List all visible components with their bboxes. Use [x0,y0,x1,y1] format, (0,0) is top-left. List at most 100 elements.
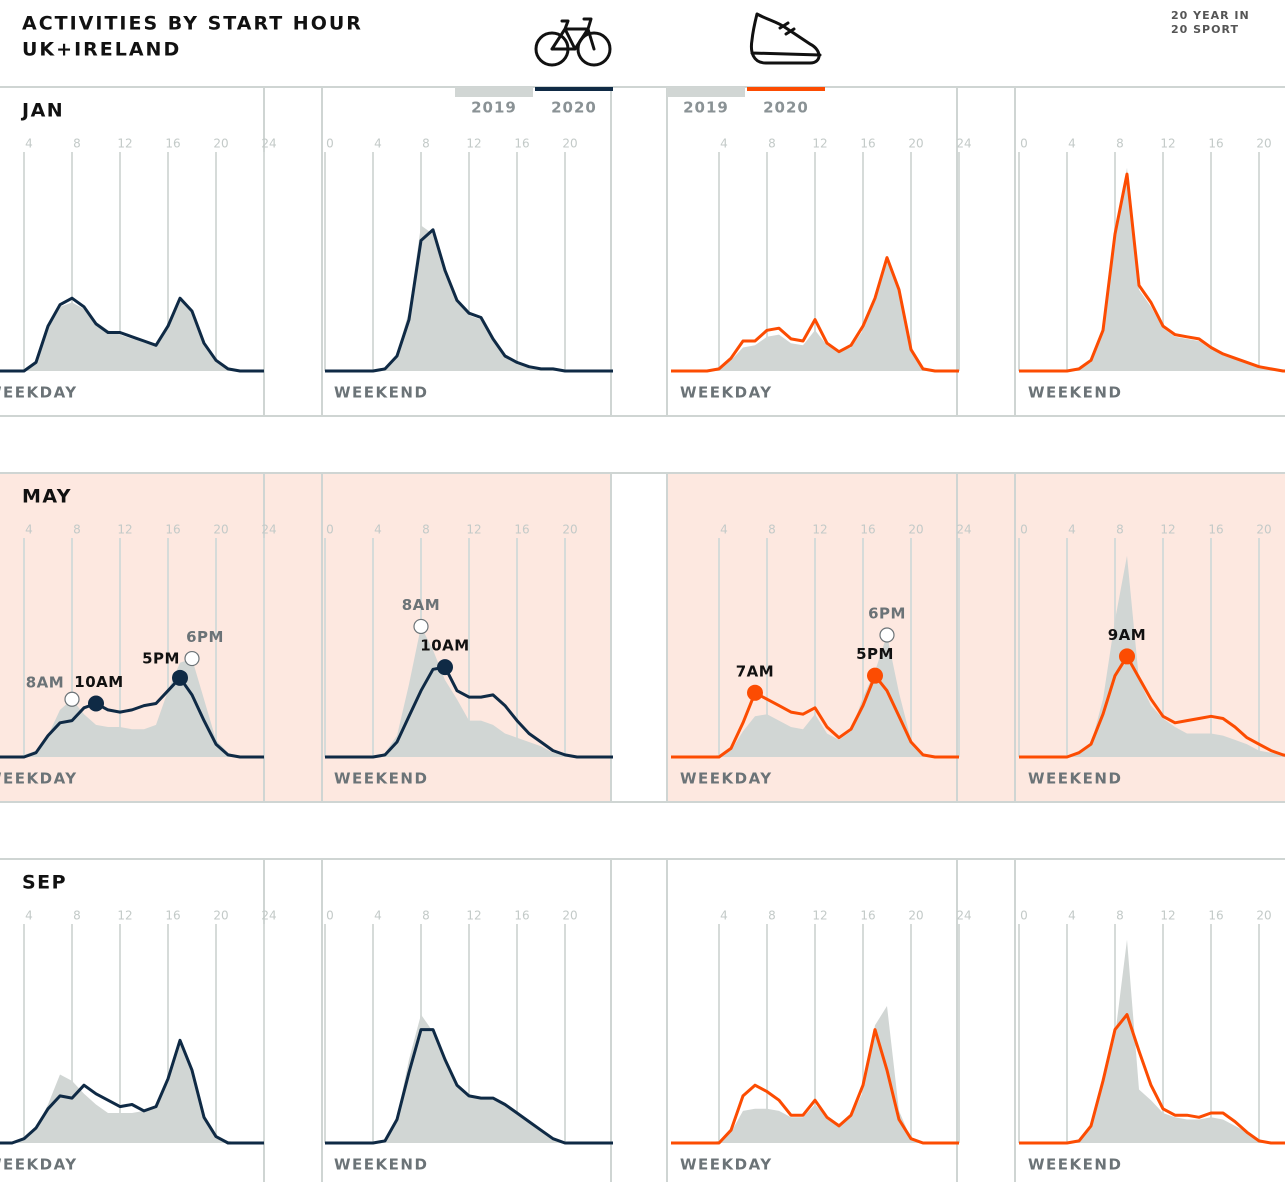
x-tick-label: 16 [165,523,180,537]
peak-label: 10AM [420,637,469,655]
x-tick-label: 12 [1160,909,1175,923]
x-tick-label: 8 [73,137,81,151]
x-tick-label: 4 [1068,137,1076,151]
x-tick-label: 12 [466,137,481,151]
x-tick-label: 8 [422,137,430,151]
panel-label: WEEKDAY [0,384,78,402]
line-2020 [325,1028,613,1145]
x-tick-label: 20 [562,523,577,537]
x-tick-label: 20 [908,909,923,923]
x-tick-label: 4 [1068,523,1076,537]
x-tick-label: 20 [1256,523,1271,537]
x-tick-label: 0 [326,523,334,537]
line-2020 [1019,654,1285,759]
x-tick-label: 4 [374,523,382,537]
peak-label: 5PM [142,649,180,667]
x-tick-label: 16 [860,523,875,537]
panel-label: WEEKDAY [680,770,773,788]
x-tick-label: 16 [165,137,180,151]
peak-marker [879,627,895,643]
area-2019 [1019,167,1285,371]
x-tick-label: 12 [1160,523,1175,537]
x-tick-label: 4 [720,909,728,923]
x-tick-label: 8 [768,137,776,151]
x-tick-label: 24 [956,523,971,537]
x-tick-label: 24 [261,137,276,151]
x-tick-label: 12 [466,909,481,923]
legend-label: 2020 [763,99,809,117]
x-tick-label: 0 [1020,137,1028,151]
peak-marker [172,669,188,686]
legend-swatch [747,87,825,91]
x-tick-label: 12 [117,523,132,537]
peak-marker [437,659,453,676]
x-tick-label: 4 [25,909,33,923]
x-tick-label: 8 [768,909,776,923]
x-tick-label: 16 [514,909,529,923]
peak-label: 8AM [26,674,64,692]
area-2019 [325,1014,613,1143]
area-2019 [1019,555,1285,757]
x-tick-label: 8 [422,523,430,537]
x-tick-label: 20 [562,137,577,151]
peak-label: 7AM [736,662,774,680]
x-tick-label: 0 [1020,909,1028,923]
x-tick-label: 4 [25,137,33,151]
peak-marker [88,695,104,712]
x-tick-label: 4 [25,523,33,537]
x-tick-label: 0 [326,909,334,923]
shoe-icon [749,12,822,65]
area-2019 [671,259,959,371]
legend-label: 2020 [551,99,597,117]
line-2020 [671,1028,959,1145]
x-tick-label: 16 [860,137,875,151]
subtitle: UK+IRELAND [22,39,181,61]
x-tick-label: 12 [1160,137,1175,151]
panel-label: WEEKDAY [680,384,773,402]
panel-label: WEEKDAY [680,1156,773,1174]
x-tick-label: 12 [117,909,132,923]
x-tick-label: 4 [1068,909,1076,923]
x-tick-label: 20 [1256,909,1271,923]
x-tick-label: 12 [812,909,827,923]
panel-label: WEEKEND [334,770,428,788]
area-2019 [671,635,959,757]
line-2020 [671,674,959,759]
area-2019 [0,658,264,757]
x-tick-label: 24 [956,909,971,923]
peak-label: 9AM [1108,626,1146,644]
area-2019 [325,225,613,371]
brand: 20 SPORT [1171,23,1239,36]
peak-marker [867,667,883,684]
peak-marker [64,691,80,707]
x-tick-label: 24 [261,909,276,923]
area-2019 [671,1006,959,1143]
x-tick-label: 20 [562,909,577,923]
x-tick-label: 8 [768,523,776,537]
peak-marker [413,618,429,635]
x-tick-label: 4 [720,137,728,151]
x-tick-label: 20 [213,523,228,537]
x-tick-label: 16 [514,523,529,537]
x-tick-label: 20 [213,137,228,151]
month-label: MAY [22,486,72,508]
line-2020 [1019,1013,1285,1145]
x-tick-label: 0 [326,137,334,151]
x-tick-label: 20 [908,137,923,151]
peak-marker [1119,648,1135,665]
bike-icon [534,17,612,67]
legend-swatch [455,87,533,97]
x-tick-label: 4 [374,137,382,151]
x-tick-label: 16 [1208,523,1223,537]
line-2020 [0,296,264,373]
peak-label: 10AM [74,673,123,691]
panel-label: WEEKEND [1028,384,1122,402]
peak-label: 8AM [402,596,440,614]
x-tick-label: 4 [720,523,728,537]
panel-label: WEEKDAY [0,1156,78,1174]
x-tick-label: 12 [812,523,827,537]
x-tick-label: 24 [956,137,971,151]
x-tick-label: 20 [213,909,228,923]
line-2020 [671,256,959,373]
